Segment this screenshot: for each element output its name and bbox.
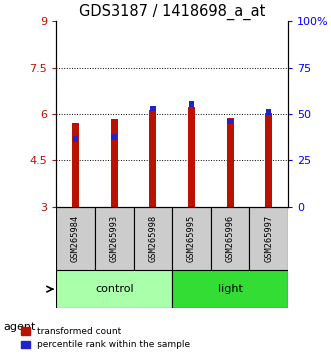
Bar bbox=[249, 207, 288, 270]
Bar bbox=[150, 106, 156, 112]
Bar bbox=[226, 118, 234, 207]
Text: GSM265984: GSM265984 bbox=[71, 215, 80, 262]
Bar bbox=[133, 207, 172, 270]
Text: GSM265996: GSM265996 bbox=[225, 215, 235, 262]
Bar bbox=[189, 101, 194, 107]
Bar bbox=[72, 122, 79, 207]
Text: GSM265995: GSM265995 bbox=[187, 215, 196, 262]
Text: control: control bbox=[95, 284, 133, 294]
Bar bbox=[172, 270, 288, 308]
Bar bbox=[149, 110, 156, 207]
Text: GSM265997: GSM265997 bbox=[264, 215, 273, 262]
Bar bbox=[266, 109, 271, 115]
Bar bbox=[56, 270, 172, 308]
Title: GDS3187 / 1418698_a_at: GDS3187 / 1418698_a_at bbox=[79, 4, 265, 20]
Text: GSM265993: GSM265993 bbox=[110, 215, 119, 262]
Bar bbox=[112, 134, 117, 140]
Text: light: light bbox=[217, 284, 243, 294]
Bar bbox=[56, 207, 95, 270]
Text: agent: agent bbox=[3, 322, 36, 332]
Bar bbox=[227, 119, 233, 124]
Bar bbox=[111, 119, 118, 207]
Bar bbox=[265, 113, 272, 207]
Legend: transformed count, percentile rank within the sample: transformed count, percentile rank withi… bbox=[21, 327, 190, 349]
Text: GSM265998: GSM265998 bbox=[148, 215, 157, 262]
Bar bbox=[73, 137, 78, 142]
Bar bbox=[172, 207, 211, 270]
Bar bbox=[211, 207, 249, 270]
Bar bbox=[95, 207, 133, 270]
Bar bbox=[188, 107, 195, 207]
